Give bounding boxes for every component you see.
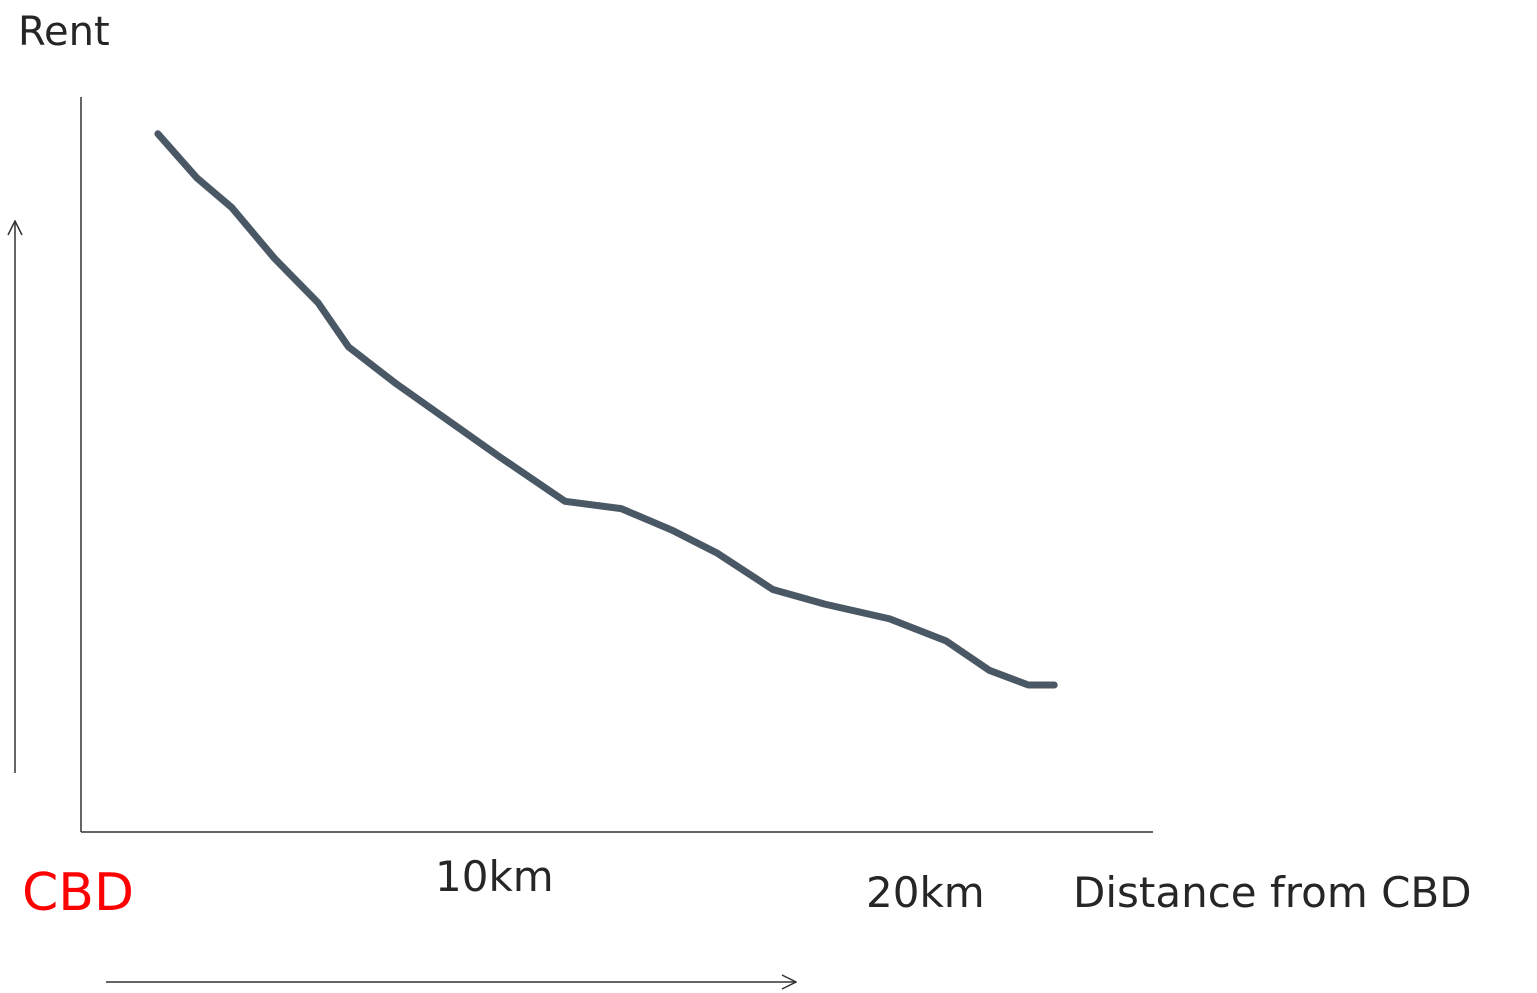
x-tick-label-10km: 10km	[435, 852, 554, 901]
x-axis-label: Distance from CBD	[1073, 868, 1472, 917]
y-axis-label: Rent	[18, 9, 110, 55]
rent-curve-line	[154, 130, 1058, 689]
x-tick-label-20km: 20km	[866, 868, 985, 917]
origin-label-cbd: CBD	[22, 863, 135, 923]
